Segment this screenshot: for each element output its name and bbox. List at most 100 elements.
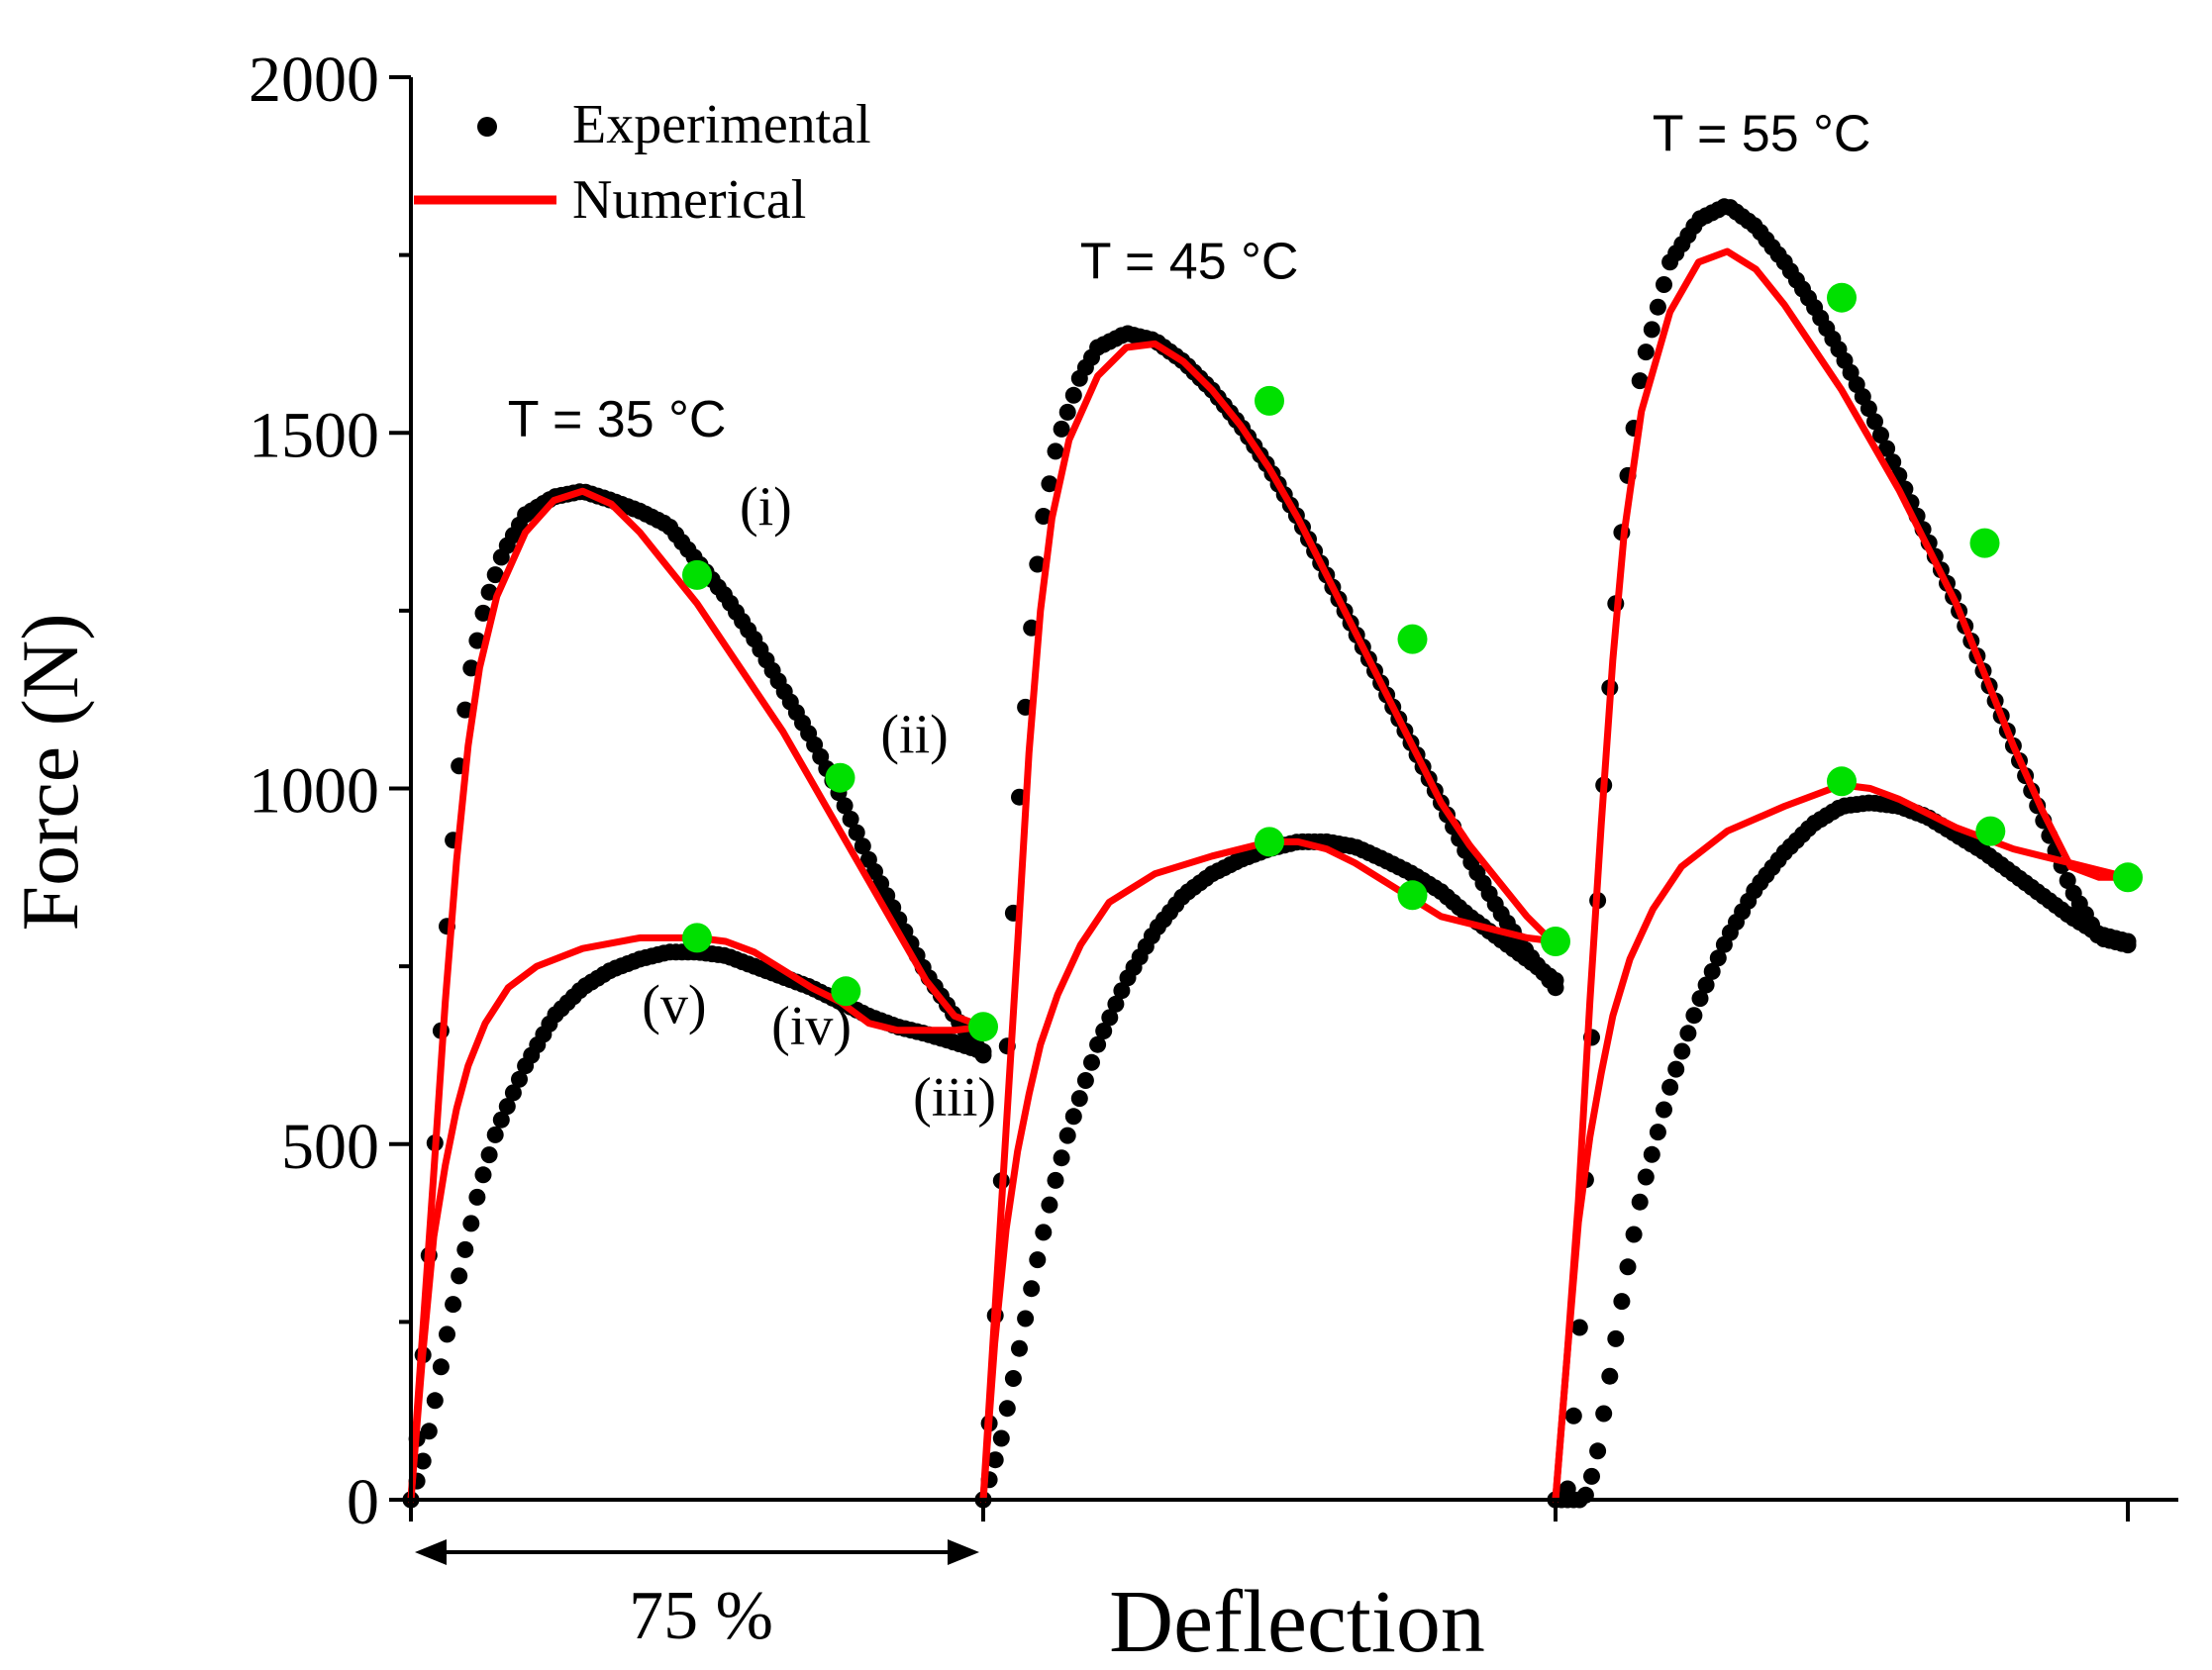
cycle-1-experimental-unloading-point <box>420 1423 438 1440</box>
cycle-1-experimental-unloading-point <box>439 1326 455 1343</box>
cycle-1-experimental-loading-point <box>836 797 854 815</box>
cycle-3-experimental-unloading-point <box>1643 1145 1660 1163</box>
cycle-1-stage-label: (ii) <box>880 705 948 766</box>
cycle-3-experimental-unloading-point <box>1656 1101 1672 1119</box>
cycle-2-experimental-unloading-point <box>1095 1023 1113 1039</box>
cycle-3-experimental-unloading-point <box>1679 1025 1697 1042</box>
cycle-2-experimental-unloading-point <box>1107 995 1125 1013</box>
cycle-1-experimental-loading-point <box>842 811 859 828</box>
cycle-2-experimental-unloading-point <box>986 1451 1004 1469</box>
cycle-2-experimental-loading-point <box>1053 420 1070 438</box>
cycle-2-experimental-unloading-point <box>1011 1339 1028 1357</box>
y-tick-label: 2000 <box>249 44 379 116</box>
cycle-1-stage-label: (iv) <box>771 996 852 1057</box>
cycle-3-temperature-label: T = 55 °C <box>1653 105 1871 162</box>
cycle-1-experimental-loading-point <box>474 604 492 622</box>
cycle-3-experimental-unloading-point <box>1601 1367 1619 1385</box>
cycle-2-experimental-unloading-point <box>1070 1090 1088 1108</box>
cycle-2-experimental-loading-point <box>1047 442 1064 460</box>
cycle-3-experimental-unloading-point <box>1649 1124 1666 1141</box>
cycle-3-experimental-unloading-point <box>1637 1168 1655 1186</box>
cycle-2-experimental-loading-point <box>1029 555 1047 573</box>
span-annotation-label: 75 % <box>629 1578 773 1654</box>
cycle-3-experimental-unloading-point <box>1631 1193 1649 1211</box>
cycle-2-marker-point-1 <box>1255 385 1284 416</box>
cycle-3-experimental-loading-point <box>1564 1407 1582 1424</box>
cycle-3-experimental-unloading-point <box>1625 1226 1643 1243</box>
cycle-2-experimental-loading-point <box>1035 508 1053 525</box>
cycle-2-experimental-unloading-point <box>1035 1224 1053 1241</box>
cycle-2-experimental-unloading-point <box>1064 1108 1082 1126</box>
cycle-1-marker-point-1 <box>682 559 712 590</box>
cycle-2-experimental-unloading-point <box>1089 1035 1107 1053</box>
cycle-1-experimental-loading-point <box>486 566 504 584</box>
cycle-2-marker-point-4 <box>1397 880 1428 911</box>
y-tick-label: 500 <box>281 1111 379 1183</box>
cycle-1-experimental-loading-point <box>468 632 486 649</box>
cycle-1-stage-label: (iii) <box>913 1067 996 1129</box>
cycle-1-experimental-unloading-point <box>498 1098 516 1116</box>
cycle-3-experimental-loading-point <box>1878 440 1896 457</box>
cycle-2-experimental-unloading-point <box>1058 1127 1076 1144</box>
cycle-3-numerical-unloading-line <box>1552 781 2132 1504</box>
cycle-2-experimental-unloading-point <box>992 1429 1010 1447</box>
cycle-2-experimental-unloading-point <box>1113 982 1131 1000</box>
cycle-3-experimental-loading-point <box>1860 400 1877 418</box>
cycle-1-experimental-unloading-point <box>414 1452 432 1470</box>
cycle-3-experimental-loading-point <box>1637 344 1655 361</box>
cycle-2-experimental-unloading-point <box>1029 1251 1047 1269</box>
cycle-3-experimental-unloading-point <box>1613 1293 1631 1311</box>
cycle-3-experimental-unloading-point <box>1691 990 1709 1008</box>
cycle-3-experimental-unloading-point <box>1697 976 1715 994</box>
cycle-3-marker-point-2 <box>1969 528 2000 558</box>
legend-experimental-label: Experimental <box>572 94 871 155</box>
cycle-2-experimental-unloading-point <box>1041 1196 1058 1214</box>
x-axis-label: Deflection <box>1109 1573 1485 1670</box>
cycle-2-numerical-unloading-line <box>979 837 1559 1504</box>
cycle-3-experimental-loading-point <box>1866 413 1883 431</box>
series-layer <box>402 198 2143 1509</box>
cycle-3-marker-point-4 <box>1975 816 2006 846</box>
cycle-3-experimental-unloading-point <box>1667 1060 1685 1078</box>
cycle-2-experimental-unloading-point <box>1083 1053 1100 1071</box>
cycle-1-marker-point-2 <box>825 762 855 793</box>
cycle-2-experimental-unloading-point <box>1004 1370 1022 1387</box>
cycle-1-experimental-unloading-point <box>486 1126 504 1143</box>
cycle-3-experimental-unloading-point <box>1673 1042 1691 1060</box>
cycle-1-experimental-unloading-point <box>432 1358 450 1376</box>
cycle-2-marker-point-2 <box>1397 624 1428 654</box>
cycle-1-experimental-unloading-point <box>456 1240 474 1258</box>
cycle-1-numerical-unloading-line <box>407 933 987 1504</box>
label-layer: Force (N) Deflection 75 % T = 35 °C(i) (i… <box>5 105 1870 1670</box>
cycle-2-experimental-unloading-point <box>998 1400 1016 1418</box>
y-tick-label: 1500 <box>249 399 379 471</box>
cycle-3-experimental-unloading-point <box>1607 1329 1625 1347</box>
cycle-3-experimental-loading-point <box>1656 276 1672 293</box>
cycle-1-experimental-loading-point <box>854 837 871 855</box>
cycle-3-group <box>1547 198 2143 1509</box>
span-arrow-left-head <box>415 1539 447 1565</box>
cycle-1-group <box>402 483 998 1509</box>
cycle-1-stage-label: (v) <box>642 975 706 1036</box>
span-arrow-right-head <box>948 1539 979 1565</box>
cycle-2-temperature-label: T = 45 °C <box>1080 234 1299 291</box>
legend-experimental-marker <box>477 117 497 137</box>
cycle-1-experimental-unloading-point <box>492 1111 510 1129</box>
cycle-2-experimental-unloading-point <box>1547 972 1564 989</box>
cycle-2-experimental-loading-point <box>1058 403 1076 421</box>
cycle-1-stage-label: (i) <box>740 477 792 539</box>
cycle-3-marker-point-5 <box>1827 766 1857 797</box>
y-tick-label: 1000 <box>249 755 379 828</box>
cycle-1-experimental-unloading-point <box>451 1267 468 1285</box>
cycle-1-experimental-unloading-point <box>426 1392 444 1410</box>
cycle-3-experimental-loading-point <box>1570 1319 1588 1336</box>
cycle-1-experimental-unloading-point <box>974 1042 992 1060</box>
legend: Experimental Numerical <box>414 94 871 231</box>
cycle-2-numerical-loading-line <box>979 340 1559 1504</box>
cycle-3-experimental-unloading-point <box>1583 1467 1600 1485</box>
cycle-3-experimental-unloading-point <box>1685 1007 1703 1025</box>
cycle-1-experimental-loading-point <box>462 659 480 677</box>
